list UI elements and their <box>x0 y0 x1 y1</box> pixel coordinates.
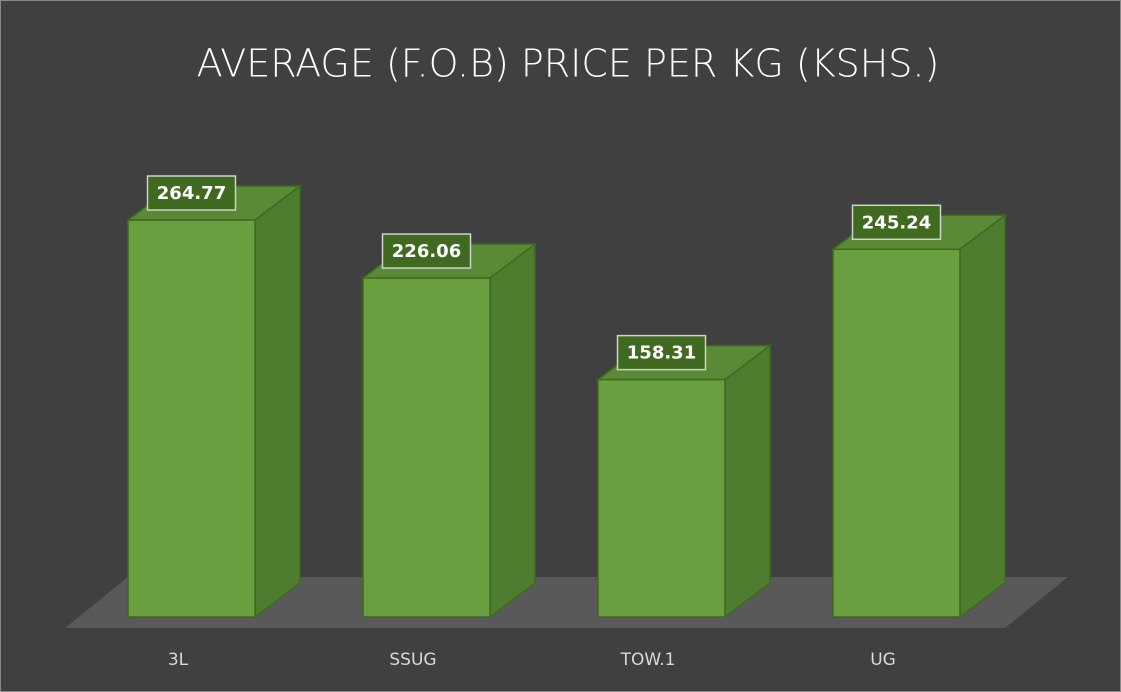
x-tick-label: UG <box>870 650 896 670</box>
x-tick-label: TOW.1 <box>620 650 676 670</box>
bar <box>362 277 491 618</box>
chart-title: AVERAGE (F.O.B) PRICE PER KG (KSHS.) <box>197 42 940 86</box>
data-label-box <box>146 175 237 211</box>
data-label-box <box>381 233 472 269</box>
bar-side <box>254 184 301 619</box>
x-tick-label: SSUG <box>389 650 436 670</box>
bar-side <box>489 242 536 619</box>
bar-side <box>959 213 1006 619</box>
bar <box>597 378 726 618</box>
data-label: 264.77 <box>157 183 226 204</box>
bar <box>127 219 256 618</box>
data-label: 226.06 <box>392 241 461 262</box>
bar-side <box>724 344 771 619</box>
data-label-box <box>851 204 942 241</box>
data-label: 245.24 <box>862 212 931 233</box>
x-tick-label: 3L <box>168 650 189 670</box>
floor <box>65 577 1068 628</box>
bar <box>832 248 961 618</box>
data-label: 158.31 <box>627 343 696 364</box>
data-label-box <box>616 334 707 371</box>
